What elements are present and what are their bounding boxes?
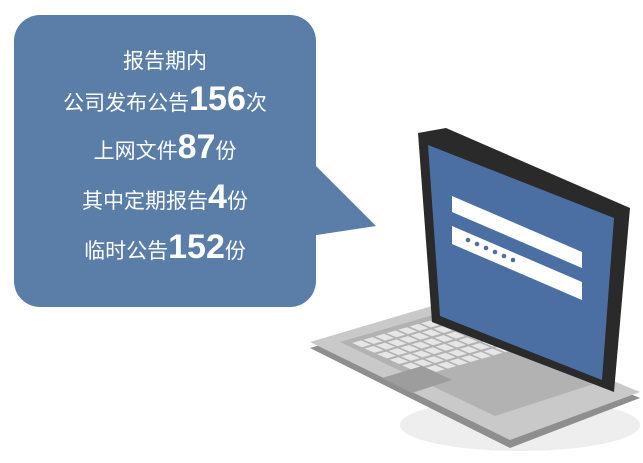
line-number: 87 (178, 128, 216, 166)
key (422, 329, 441, 337)
key (460, 355, 480, 362)
bubble-line: 公司发布公告156次 (63, 80, 267, 118)
key (447, 340, 466, 348)
password-dots (465, 237, 516, 263)
key (412, 350, 432, 358)
key (377, 351, 396, 359)
bubble-line: 临时公告152份 (84, 228, 246, 266)
line-number: 156 (189, 80, 246, 118)
key (400, 345, 419, 352)
key (434, 335, 454, 342)
key (399, 336, 418, 343)
key (410, 332, 430, 340)
key (387, 339, 407, 347)
input-username (452, 196, 582, 268)
key (483, 348, 503, 356)
bubble-tail (310, 160, 376, 236)
key (352, 340, 371, 348)
key (376, 342, 395, 350)
line-number: 152 (168, 228, 225, 266)
key (398, 327, 417, 334)
speech-bubble (14, 15, 376, 307)
key (364, 346, 384, 353)
key (437, 361, 457, 369)
key (389, 357, 409, 364)
key (449, 358, 468, 366)
key (375, 333, 394, 341)
key (423, 338, 442, 346)
laptop (310, 128, 640, 448)
key (388, 348, 408, 356)
key (409, 323, 429, 331)
line-suffix: 份 (225, 239, 246, 263)
line-prefix: 临时公告 (84, 239, 168, 263)
key (459, 346, 479, 354)
line-suffix: 次 (246, 91, 267, 115)
key (435, 344, 455, 351)
bubble-body (14, 15, 316, 307)
key (471, 343, 490, 350)
key (446, 331, 465, 339)
bubble-line: 上网文件87份 (94, 128, 237, 166)
key (472, 351, 491, 359)
bubble-line: 报告期内 (123, 49, 207, 73)
line-number: 4 (208, 178, 227, 216)
line-prefix: 上网文件 (94, 139, 178, 163)
key (363, 337, 383, 344)
key (436, 352, 456, 360)
bubble-line: 其中定期报告4份 (82, 178, 248, 216)
key (425, 356, 444, 363)
key (421, 320, 440, 328)
key (426, 365, 445, 372)
key (448, 349, 467, 357)
key (458, 337, 478, 345)
key (413, 359, 433, 367)
key (386, 330, 406, 338)
input-password (452, 226, 582, 300)
touchpad (382, 366, 452, 393)
key (433, 326, 453, 333)
line-suffix: 份 (227, 189, 248, 213)
line-text: 报告期内 (123, 49, 207, 73)
key (424, 347, 443, 355)
line-suffix: 份 (215, 139, 236, 163)
line-prefix: 其中定期报告 (82, 189, 208, 213)
key (401, 353, 420, 361)
line-prefix: 公司发布公告 (63, 91, 189, 115)
key (411, 341, 431, 349)
